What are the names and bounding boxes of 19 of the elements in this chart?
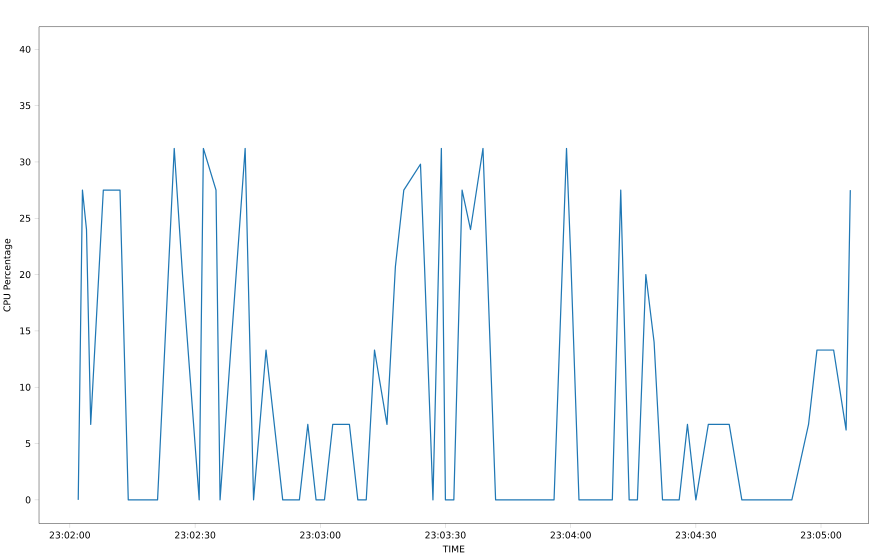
y-tick-label: 40 <box>20 46 30 53</box>
y-tick-label: 25 <box>20 214 30 222</box>
x-tick-label: 23:02:00 <box>50 532 90 539</box>
y-tick-label: 5 <box>26 440 30 448</box>
y-axis-title: CPU Percentage <box>3 238 12 312</box>
x-tick-label: 23:03:30 <box>425 532 466 539</box>
y-tick-label: 20 <box>20 271 30 278</box>
line-series <box>78 148 851 501</box>
x-tick-label: 23:04:30 <box>676 532 716 539</box>
x-tick-label: 23:04:00 <box>550 532 591 539</box>
x-tick-label: 23:03:00 <box>300 532 340 539</box>
x-axis-title: TIME <box>442 546 464 552</box>
y-tick-label: 15 <box>20 328 30 334</box>
y-tick-label: 35 <box>20 102 30 110</box>
y-tick-label: 0 <box>26 496 30 504</box>
x-tick-label: 23:05:00 <box>800 532 842 539</box>
y-tick-label: 10 <box>20 384 30 391</box>
x-tick-label: 23:02:30 <box>175 532 216 539</box>
y-tick-label: 30 <box>20 158 30 166</box>
